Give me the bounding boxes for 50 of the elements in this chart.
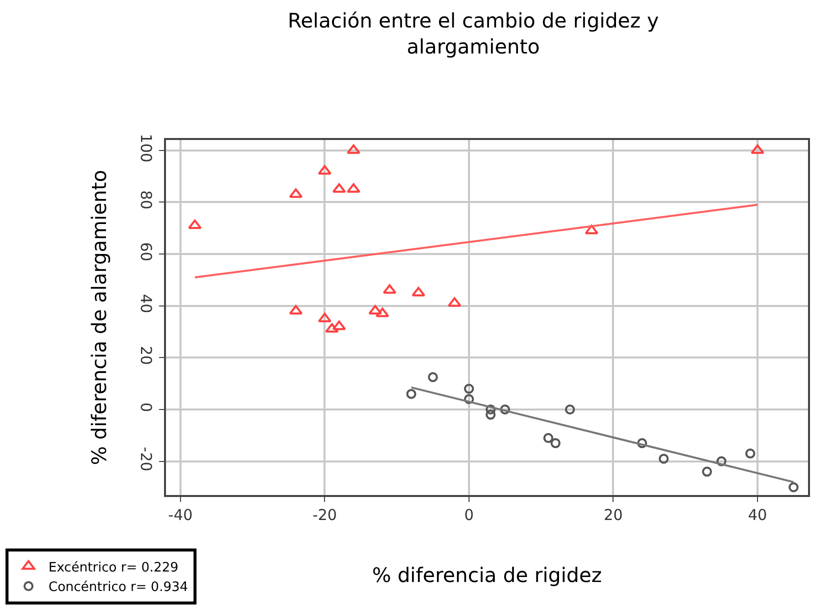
chart-title: Relación entre el cambio de rigidez y alargamiento [288,8,659,58]
point [486,410,496,420]
point [750,144,764,154]
point [406,388,416,399]
point [543,432,554,443]
x-tick-label: 40 [748,506,768,524]
point [346,183,360,193]
y-tick-label: 0 [137,402,155,412]
point [788,482,799,492]
point [368,305,382,315]
y-tick-label: -20 [137,446,155,472]
x-axis-title: % diferencia de rigidez [372,563,602,587]
point [412,286,426,296]
y-tick-label: 100 [137,134,155,162]
point [486,404,496,414]
point [376,308,390,318]
x-tick-label: 20 [604,506,623,524]
point [318,312,332,322]
point [584,224,598,234]
point [428,372,438,382]
point [318,165,332,175]
point [332,320,346,330]
point [289,305,303,315]
y-tick-label: 40 [137,294,155,314]
point [464,384,474,394]
point [325,323,339,333]
point [346,144,360,154]
point [745,448,756,459]
point [448,297,462,307]
legend-label: Concéntrico r= 0.934 [48,580,188,596]
point [564,404,575,414]
point [716,456,726,466]
legend-label: Excéntrico r= 0.229 [48,560,178,576]
point [500,404,510,414]
point [658,454,669,464]
point [637,438,648,448]
point [289,188,303,198]
y-tick-label: 60 [137,242,155,262]
x-tick-label: -40 [168,506,193,524]
y-tick-label: 20 [137,346,155,365]
point [464,394,474,404]
point [332,183,346,193]
y-tick-label: 80 [137,190,155,210]
x-tick-label: 0 [464,506,474,524]
point [188,220,202,230]
x-tick-label: -20 [312,506,337,524]
y-axis-title: % diferencia de alargamiento [87,170,111,466]
point [702,466,712,477]
point [382,284,396,294]
point [550,438,561,448]
